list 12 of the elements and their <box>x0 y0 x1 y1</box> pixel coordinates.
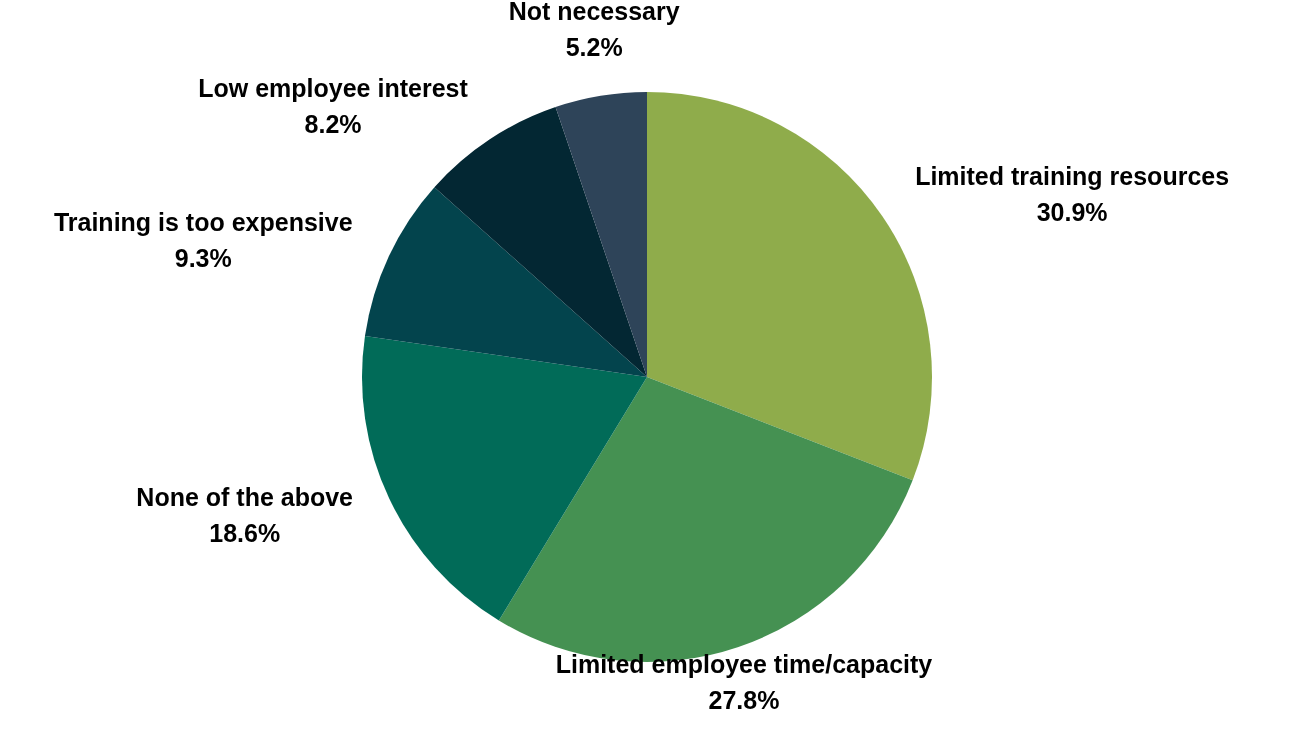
data-label: 18.6% <box>209 519 281 548</box>
slice-label: Limited training resources <box>915 161 1230 190</box>
data-label: 30.9% <box>1036 197 1108 226</box>
slice-label: Limited employee time/capacity <box>555 650 933 679</box>
data-label: 27.8% <box>708 686 780 715</box>
slice-label: Low employee interest <box>198 74 469 103</box>
data-label: 8.2% <box>304 110 362 139</box>
slice-label: None of the above <box>136 483 354 512</box>
data-label: 5.2% <box>565 33 623 62</box>
slice-label: Training is too expensive <box>53 207 353 236</box>
slice-label: Not necessary <box>508 0 680 26</box>
data-label: 9.3% <box>174 243 232 272</box>
